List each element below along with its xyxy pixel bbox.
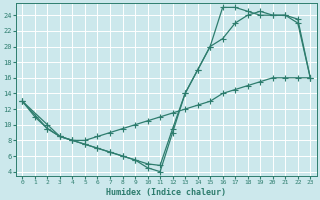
X-axis label: Humidex (Indice chaleur): Humidex (Indice chaleur) [106,188,226,197]
